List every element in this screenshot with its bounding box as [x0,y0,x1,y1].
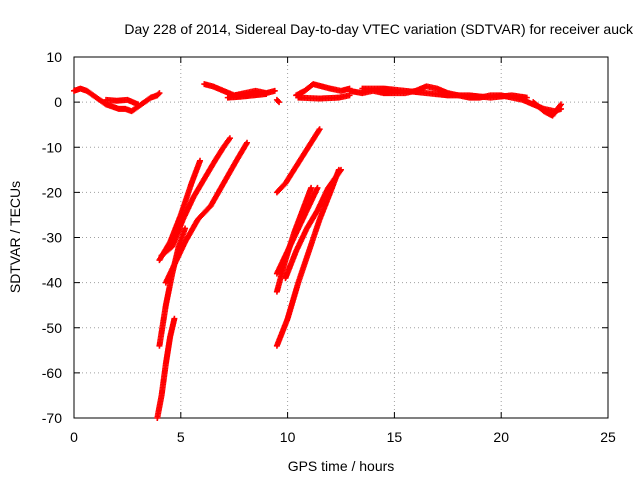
series-sdtvar [71,81,565,421]
data-series [71,81,565,421]
gridlines [74,57,608,418]
data-point [155,91,162,98]
x-tick-label: 20 [493,429,509,445]
data-point [558,101,565,108]
axis-ticks: 0 5 10 15 20 25 10 0 -10 -20 -30 -40 -50 -60 -70 [42,49,616,445]
y-tick-label: -40 [42,275,62,291]
chart-title: Day 228 of 2014, Sidereal Day-to-day VTE… [124,21,634,37]
data-point [523,94,530,101]
data-point [308,184,315,191]
y-tick-label: -30 [42,230,62,246]
y-tick-label: 10 [46,49,62,65]
y-tick-label: -50 [42,320,62,336]
x-tick-label: 0 [70,429,78,445]
data-point [171,315,178,322]
y-tick-label: -60 [42,365,62,381]
data-point [338,166,344,173]
data-point [316,126,323,133]
data-point [156,90,163,97]
data-point [274,97,281,104]
x-tick-label: 15 [387,429,403,445]
data-point [244,139,251,146]
x-tick-label: 25 [600,429,616,445]
data-point [182,225,189,232]
data-point [271,87,278,94]
y-tick-label: -10 [42,139,62,155]
x-tick-label: 5 [177,429,185,445]
y-tick-label: -70 [42,410,62,426]
y-tick-label: -20 [42,184,62,200]
x-tick-label: 10 [280,429,296,445]
x-axis-title: GPS time / hours [288,458,395,474]
data-point [314,184,321,191]
data-point [226,135,233,142]
data-point [135,101,142,108]
data-point [263,91,270,98]
y-tick-label: 0 [54,94,62,110]
y-axis-title: SDTVAR / TECUs [7,181,23,293]
data-point [197,157,204,164]
data-point [276,99,283,106]
